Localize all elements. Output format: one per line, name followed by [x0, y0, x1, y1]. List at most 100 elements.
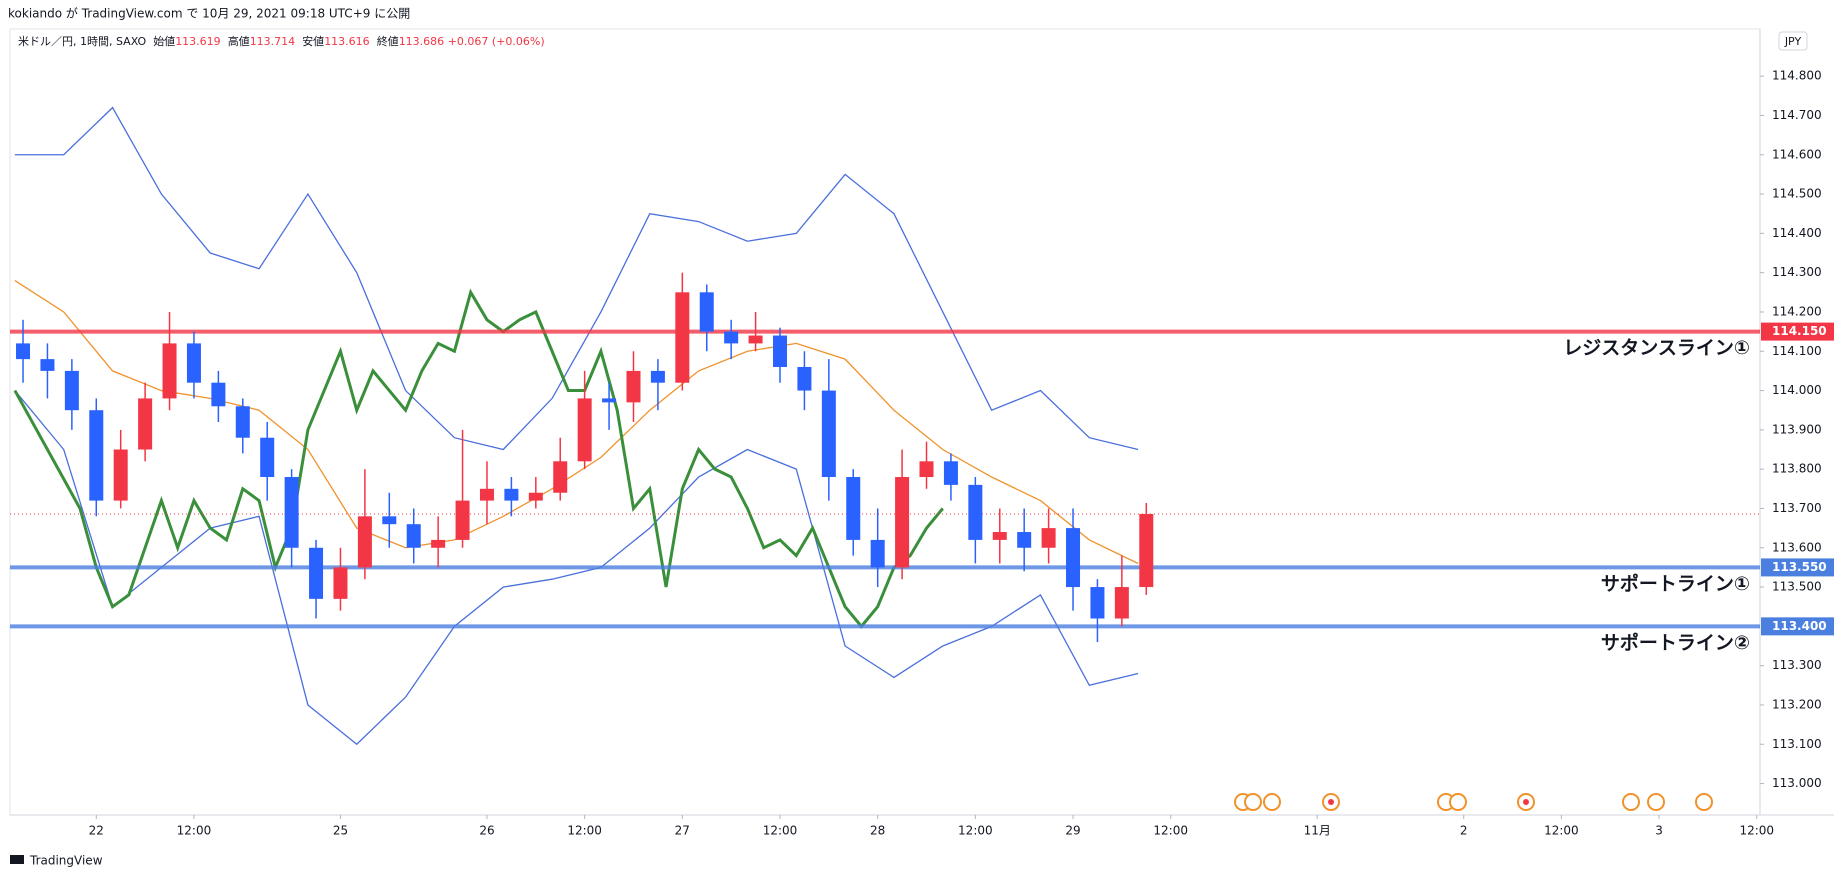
y-tick-label: 113.300 — [1772, 658, 1822, 672]
candle-body — [431, 539, 446, 548]
candle-body — [773, 335, 787, 367]
legend-gap — [370, 35, 377, 48]
ohlc-value: 113.714 — [250, 35, 296, 48]
candle-body — [748, 335, 763, 344]
x-tick-label: 12:00 — [1544, 824, 1579, 838]
candle-body — [40, 359, 55, 371]
candle-body — [186, 343, 201, 383]
price-tag-label: 113.400 — [1772, 619, 1827, 633]
candle-body — [553, 461, 568, 493]
footer: TradingView — [29, 854, 103, 868]
indicator-line — [14, 390, 1139, 746]
y-tick-label: 114.300 — [1772, 265, 1822, 279]
candle-body — [235, 406, 250, 438]
candle-body — [309, 547, 324, 599]
ohlc-label: 安値 — [302, 34, 324, 48]
x-tick-label: 11月 — [1304, 824, 1331, 838]
x-tick-label: 12:00 — [177, 824, 212, 838]
x-tick-label: 2 — [1460, 824, 1468, 838]
event-icons — [1234, 793, 1713, 811]
x-tick-label: 27 — [675, 824, 690, 838]
candle-body — [260, 437, 275, 478]
y-tick-label: 113.700 — [1772, 501, 1822, 515]
candle-body — [870, 539, 885, 568]
candle-body — [406, 524, 421, 548]
candle-body — [357, 516, 372, 568]
candle-body — [1066, 528, 1081, 588]
x-tick-label: 3 — [1655, 824, 1663, 838]
currency: JPY — [1784, 35, 1802, 48]
y-tick-label: 114.700 — [1772, 108, 1822, 122]
price-tag — [1761, 617, 1834, 636]
x-tick-label: 29 — [1065, 824, 1080, 838]
line-name: サポートライン① — [1601, 572, 1750, 595]
y-tick-label: 113.500 — [1772, 580, 1822, 594]
currency-box — [1778, 31, 1808, 51]
candle-body — [797, 366, 812, 391]
candle-body — [162, 343, 177, 399]
x-tick-label: 12:00 — [567, 824, 602, 838]
x-tick-label: 22 — [89, 824, 104, 838]
candle-body — [1017, 532, 1032, 548]
candle-body — [821, 390, 836, 478]
candle-body — [479, 488, 494, 501]
candle-body — [577, 398, 592, 462]
price-tag — [1761, 322, 1834, 341]
y-tick-label: 113.100 — [1772, 737, 1822, 751]
ohlc-value: 113.619 — [175, 35, 221, 48]
indicator-line — [13, 288, 944, 629]
y-tick-label: 113.900 — [1772, 422, 1822, 436]
candle-body — [284, 477, 299, 548]
y-tick-label: 114.400 — [1772, 226, 1822, 240]
legend-gap — [146, 35, 153, 48]
candle-body — [333, 567, 348, 599]
legend-gap — [295, 35, 302, 48]
price-tag — [1761, 558, 1834, 577]
ohlc-value: 113.616 — [324, 35, 370, 48]
ohlc-label: 始値 — [153, 34, 175, 48]
candle-body — [455, 500, 470, 540]
candle-body — [138, 398, 153, 450]
legend-gap — [221, 35, 228, 48]
price-tag-label: 113.550 — [1772, 560, 1827, 574]
header: kokiando が TradingView.com で 10月 29, 202… — [8, 6, 410, 21]
x-tick-label: 12:00 — [958, 824, 993, 838]
ohlc-value: 113.686 — [399, 35, 445, 48]
y-tick-label: 113.800 — [1772, 462, 1822, 476]
candle-body — [895, 477, 910, 568]
candle-body — [699, 292, 714, 332]
candle-body — [1114, 587, 1129, 619]
x-tick-label: 12:00 — [763, 824, 798, 838]
y-tick-label: 114.500 — [1772, 187, 1822, 201]
candle-body — [504, 488, 519, 501]
x-tick-label: 12:00 — [1739, 824, 1774, 838]
candle-body — [64, 370, 79, 411]
line-name: レジスタンスライン① — [1563, 337, 1750, 359]
y-tick-label: 114.600 — [1772, 147, 1822, 161]
candle-body — [211, 382, 226, 407]
candle-body — [724, 331, 739, 344]
candle-body — [113, 449, 128, 501]
candle-body — [650, 370, 665, 383]
y-tick-label: 114.100 — [1772, 344, 1822, 358]
x-tick-label: 12:00 — [1153, 824, 1188, 838]
candle-body — [528, 492, 543, 501]
candle-body — [89, 410, 104, 501]
x-tick-label: 25 — [333, 824, 348, 838]
candle-body — [1090, 587, 1105, 619]
candle-body — [602, 398, 617, 403]
candle-body — [16, 343, 31, 360]
candle-body — [943, 461, 958, 485]
y-tick-label: 114.200 — [1772, 304, 1822, 318]
symbol: 米ドル／円, 1時間, SAXO — [18, 35, 147, 48]
legend: 米ドル／円, 1時間, SAXO 始値113.619 高値113.714 安値1… — [18, 34, 545, 48]
logo — [10, 855, 24, 864]
candle-body — [992, 532, 1007, 540]
candle-body — [1041, 528, 1056, 548]
x-tick-label: 28 — [870, 824, 885, 838]
price-tag-label: 114.150 — [1772, 324, 1827, 338]
candle-body — [626, 370, 641, 403]
ohlc-label: 高値 — [228, 34, 250, 48]
y-tick-label: 114.000 — [1772, 383, 1822, 397]
